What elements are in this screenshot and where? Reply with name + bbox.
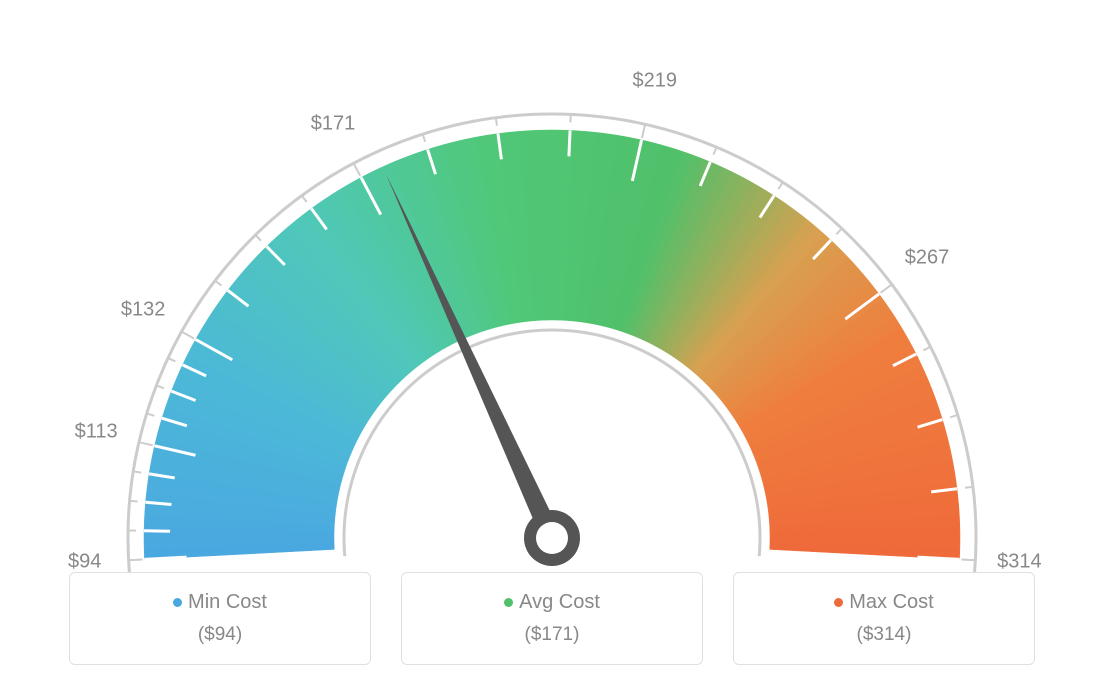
legend-label-min: Min Cost <box>188 591 267 613</box>
legend-label-max: Max Cost <box>849 591 933 613</box>
legend-dot-max <box>834 598 843 607</box>
legend-box-avg: Avg Cost ($171) <box>401 572 703 665</box>
gauge-chart-container: $94 $113 $132 $171 $219 $267 $314 Min Cost ($9… <box>0 0 1104 690</box>
gauge-wrapper: $94$113$132$171$219$267$314 <box>52 48 1052 568</box>
gauge-tick-label: $132 <box>121 299 166 322</box>
gauge-tick-label: $171 <box>311 113 356 136</box>
gauge-tick-label: $314 <box>997 551 1042 574</box>
gauge-tick-label: $94 <box>68 551 101 574</box>
legend-label-avg: Avg Cost <box>519 591 600 613</box>
gauge-tick-label: $267 <box>905 247 950 270</box>
legend-value-max: ($314) <box>734 624 1034 646</box>
legend-box-min: Min Cost ($94) <box>69 572 371 665</box>
legend-title-min: Min Cost <box>70 591 370 614</box>
legend-dot-avg <box>504 598 513 607</box>
gauge-tick-label: $219 <box>632 70 677 93</box>
legend-row: Min Cost ($94) Avg Cost ($171) Max Cost … <box>69 572 1035 665</box>
legend-dot-min <box>173 598 182 607</box>
legend-title-max: Max Cost <box>734 591 1034 614</box>
legend-box-max: Max Cost ($314) <box>733 572 1035 665</box>
legend-value-min: ($94) <box>70 624 370 646</box>
legend-value-avg: ($171) <box>402 624 702 646</box>
gauge-tick-label: $113 <box>75 421 118 444</box>
legend-title-avg: Avg Cost <box>402 591 702 614</box>
gauge-svg <box>52 48 1052 608</box>
